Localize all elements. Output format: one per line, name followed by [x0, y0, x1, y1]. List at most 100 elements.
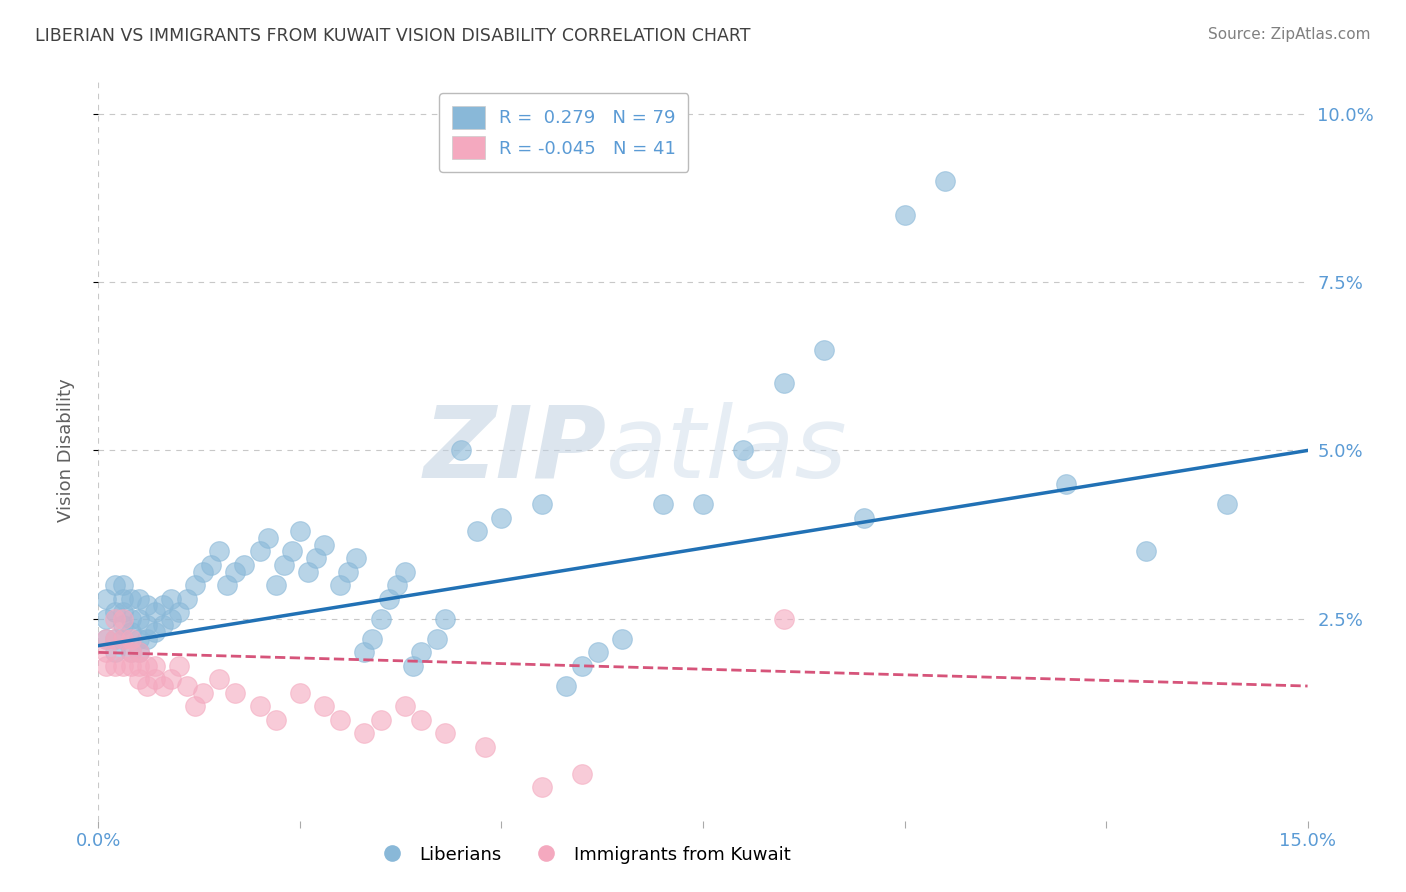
Point: [394, 699, 416, 714]
Point: [288, 686, 311, 700]
Point: [135, 632, 157, 646]
Point: [135, 679, 157, 693]
Point: [184, 699, 207, 714]
Point: [224, 565, 246, 579]
Point: [224, 686, 246, 700]
Point: [184, 578, 207, 592]
Point: [176, 591, 198, 606]
Point: [120, 658, 142, 673]
Point: [120, 591, 142, 606]
Point: [273, 558, 295, 572]
Point: [249, 544, 271, 558]
Point: [385, 578, 408, 592]
Point: [200, 558, 222, 572]
Point: [434, 612, 457, 626]
Point: [128, 632, 150, 646]
Text: atlas: atlas: [606, 402, 848, 499]
Point: [1054, 477, 1077, 491]
Point: [434, 726, 457, 740]
Point: [409, 645, 432, 659]
Point: [329, 578, 352, 592]
Point: [692, 497, 714, 511]
Point: [249, 699, 271, 714]
Legend: R =  0.279   N = 79, R = -0.045   N = 41: R = 0.279 N = 79, R = -0.045 N = 41: [440, 93, 689, 172]
Point: [217, 578, 239, 592]
Point: [176, 679, 198, 693]
Point: [264, 578, 287, 592]
Point: [143, 625, 166, 640]
Point: [96, 658, 118, 673]
Point: [370, 612, 392, 626]
Point: [208, 544, 231, 558]
Point: [571, 766, 593, 780]
Point: [128, 658, 150, 673]
Point: [152, 679, 174, 693]
Point: [111, 591, 134, 606]
Point: [103, 605, 125, 619]
Point: [491, 510, 513, 524]
Point: [394, 565, 416, 579]
Point: [103, 658, 125, 673]
Point: [232, 558, 254, 572]
Point: [337, 565, 360, 579]
Point: [103, 632, 125, 646]
Point: [288, 524, 311, 539]
Point: [264, 713, 287, 727]
Point: [103, 612, 125, 626]
Point: [305, 551, 328, 566]
Point: [160, 612, 183, 626]
Point: [586, 645, 609, 659]
Text: Source: ZipAtlas.com: Source: ZipAtlas.com: [1208, 27, 1371, 42]
Point: [361, 632, 384, 646]
Point: [208, 673, 231, 687]
Point: [530, 780, 553, 794]
Point: [314, 699, 336, 714]
Point: [571, 658, 593, 673]
Point: [111, 612, 134, 626]
Point: [111, 632, 134, 646]
Point: [409, 713, 432, 727]
Point: [160, 673, 183, 687]
Point: [402, 658, 425, 673]
Point: [152, 599, 174, 613]
Point: [143, 658, 166, 673]
Text: ZIP: ZIP: [423, 402, 606, 499]
Point: [135, 599, 157, 613]
Point: [465, 524, 488, 539]
Point: [934, 174, 956, 188]
Point: [297, 565, 319, 579]
Point: [103, 632, 125, 646]
Point: [111, 578, 134, 592]
Point: [96, 632, 118, 646]
Point: [128, 673, 150, 687]
Point: [474, 739, 496, 754]
Point: [111, 632, 134, 646]
Point: [111, 658, 134, 673]
Point: [111, 605, 134, 619]
Point: [120, 632, 142, 646]
Point: [103, 578, 125, 592]
Point: [103, 645, 125, 659]
Point: [772, 376, 794, 391]
Point: [612, 632, 634, 646]
Point: [96, 645, 118, 659]
Point: [1135, 544, 1157, 558]
Point: [193, 686, 215, 700]
Point: [167, 658, 190, 673]
Point: [120, 612, 142, 626]
Point: [96, 591, 118, 606]
Point: [733, 443, 755, 458]
Point: [128, 612, 150, 626]
Point: [1216, 497, 1239, 511]
Point: [853, 510, 876, 524]
Point: [96, 612, 118, 626]
Point: [256, 531, 278, 545]
Point: [344, 551, 367, 566]
Point: [167, 605, 190, 619]
Point: [353, 726, 375, 740]
Point: [160, 591, 183, 606]
Point: [96, 632, 118, 646]
Point: [128, 591, 150, 606]
Y-axis label: Vision Disability: Vision Disability: [56, 378, 75, 523]
Point: [128, 645, 150, 659]
